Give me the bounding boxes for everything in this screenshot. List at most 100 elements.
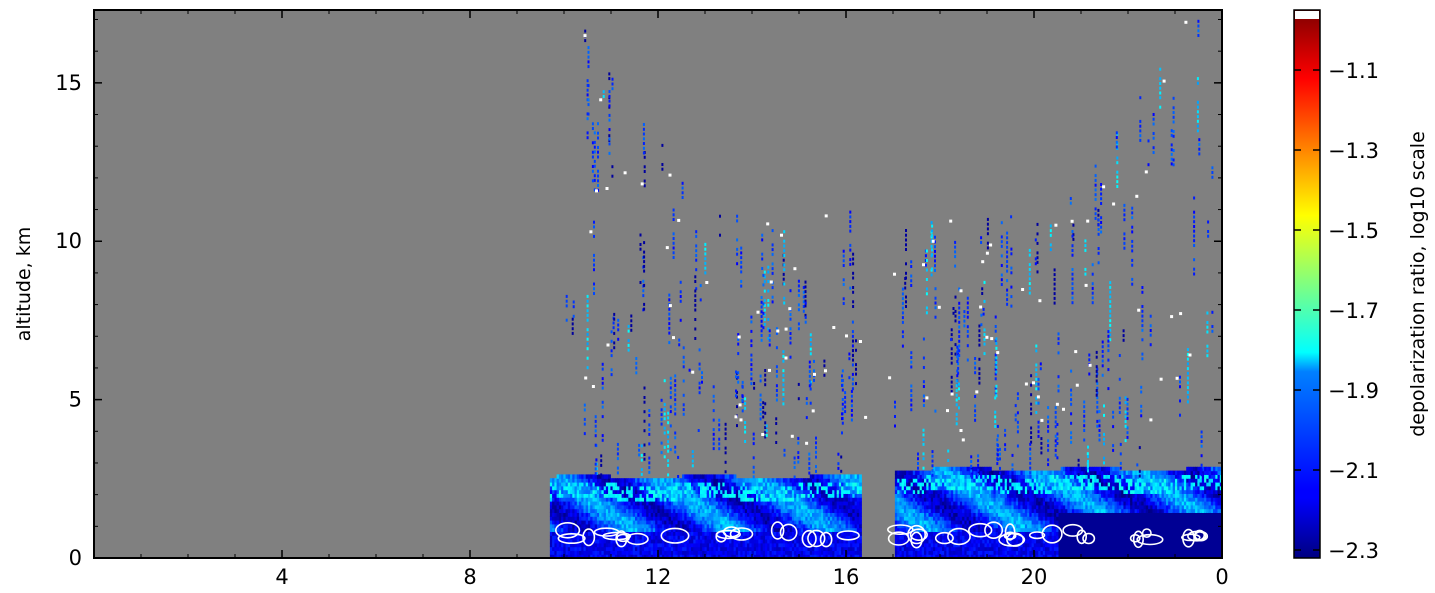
heat-cell xyxy=(670,535,674,540)
heat-cell xyxy=(986,520,990,525)
heat-cell xyxy=(670,527,674,532)
heat-cell xyxy=(977,527,981,532)
heat-cell xyxy=(702,489,705,494)
heat-cell xyxy=(937,535,941,540)
heat-cell xyxy=(964,470,968,475)
heat-cell xyxy=(693,523,697,529)
heat-cell xyxy=(675,523,679,529)
heat-cell xyxy=(1027,508,1030,513)
heat-cell xyxy=(626,523,629,529)
heat-cell xyxy=(688,508,692,513)
heat-cell xyxy=(641,520,645,525)
heat-cell xyxy=(579,493,582,498)
heat-cell xyxy=(637,489,641,494)
heat-cell xyxy=(726,501,730,506)
heat-cell xyxy=(726,504,730,510)
heat-cell xyxy=(910,508,914,513)
heat-cell xyxy=(713,482,717,487)
heat-cell xyxy=(1078,520,1082,525)
heat-cell xyxy=(955,535,959,540)
heat-cell xyxy=(935,554,938,558)
heat-cell xyxy=(1018,497,1021,502)
heat-cell xyxy=(937,512,941,517)
heat-cell xyxy=(717,508,721,513)
heat-cell xyxy=(924,508,927,513)
heat-cell xyxy=(1022,504,1026,510)
heat-cell xyxy=(800,485,804,491)
heat-cell xyxy=(565,546,569,551)
heat-cell xyxy=(644,554,647,558)
heat-cell xyxy=(610,527,614,532)
heat-cell xyxy=(630,520,634,525)
heat-cell xyxy=(1022,485,1026,491)
heat-cell xyxy=(901,539,905,544)
heat-cell xyxy=(549,546,553,551)
heat-cell xyxy=(776,539,779,544)
heat-cell xyxy=(818,504,822,510)
heat-cell xyxy=(818,516,822,521)
heat-cell xyxy=(816,523,820,529)
heat-cell xyxy=(735,482,739,487)
heat-cell xyxy=(691,512,694,517)
heat-cell xyxy=(762,485,766,491)
heat-cell xyxy=(986,550,990,555)
heat-cell xyxy=(780,554,784,558)
heat-cell xyxy=(1036,539,1039,544)
heat-cell xyxy=(1042,539,1046,544)
heat-cell xyxy=(632,478,636,483)
heat-cell xyxy=(579,478,582,483)
heat-cell xyxy=(1060,535,1064,540)
heat-cell xyxy=(735,489,739,494)
heat-cell xyxy=(903,470,907,475)
heat-cell xyxy=(641,554,645,558)
heat-cell xyxy=(1065,466,1068,472)
heat-cell xyxy=(998,512,1001,517)
heat-cell xyxy=(670,482,674,487)
heat-cell xyxy=(1083,550,1086,555)
heat-cell xyxy=(637,478,641,483)
heat-cell xyxy=(738,516,741,521)
heat-cell xyxy=(747,539,750,544)
heat-cell xyxy=(986,497,990,502)
heat-cell xyxy=(1047,535,1051,540)
heat-cell xyxy=(585,501,589,506)
heat-cell xyxy=(722,485,726,491)
heat-cell xyxy=(980,550,983,555)
heat-cell xyxy=(637,512,641,517)
heat-cell xyxy=(782,539,786,544)
heat-cell xyxy=(998,516,1001,521)
heat-cell xyxy=(847,531,851,536)
heat-cell xyxy=(733,531,737,536)
heat-cell xyxy=(930,482,934,487)
heat-cell xyxy=(661,497,665,502)
heat-cell xyxy=(894,546,898,551)
heat-cell xyxy=(832,516,835,521)
heat-cell xyxy=(946,554,950,558)
heat-cell xyxy=(675,554,679,558)
heat-cell xyxy=(561,489,564,494)
heat-cell xyxy=(1060,478,1064,483)
heat-cell xyxy=(599,516,602,521)
heat-cell xyxy=(856,482,860,487)
heat-cell xyxy=(773,493,777,498)
heat-cell xyxy=(1045,489,1048,494)
heat-cell xyxy=(688,474,692,479)
heat-cell xyxy=(570,497,573,502)
heat-cell xyxy=(693,493,697,498)
heat-cell xyxy=(962,501,965,506)
heat-cell xyxy=(966,501,970,506)
heat-cell xyxy=(789,523,793,529)
heat-cell xyxy=(711,501,714,506)
heat-cell xyxy=(832,554,835,558)
heat-cell xyxy=(1024,482,1028,487)
heat-cell xyxy=(563,478,567,483)
heat-cell xyxy=(1015,554,1019,558)
heat-cell xyxy=(596,539,600,544)
heat-cell xyxy=(657,535,661,540)
heat-cell xyxy=(1040,474,1044,479)
heat-cell xyxy=(778,497,782,502)
heat-cell xyxy=(901,474,905,479)
heat-cell xyxy=(720,501,723,506)
heat-cell xyxy=(928,493,932,498)
heat-cell xyxy=(552,482,555,487)
